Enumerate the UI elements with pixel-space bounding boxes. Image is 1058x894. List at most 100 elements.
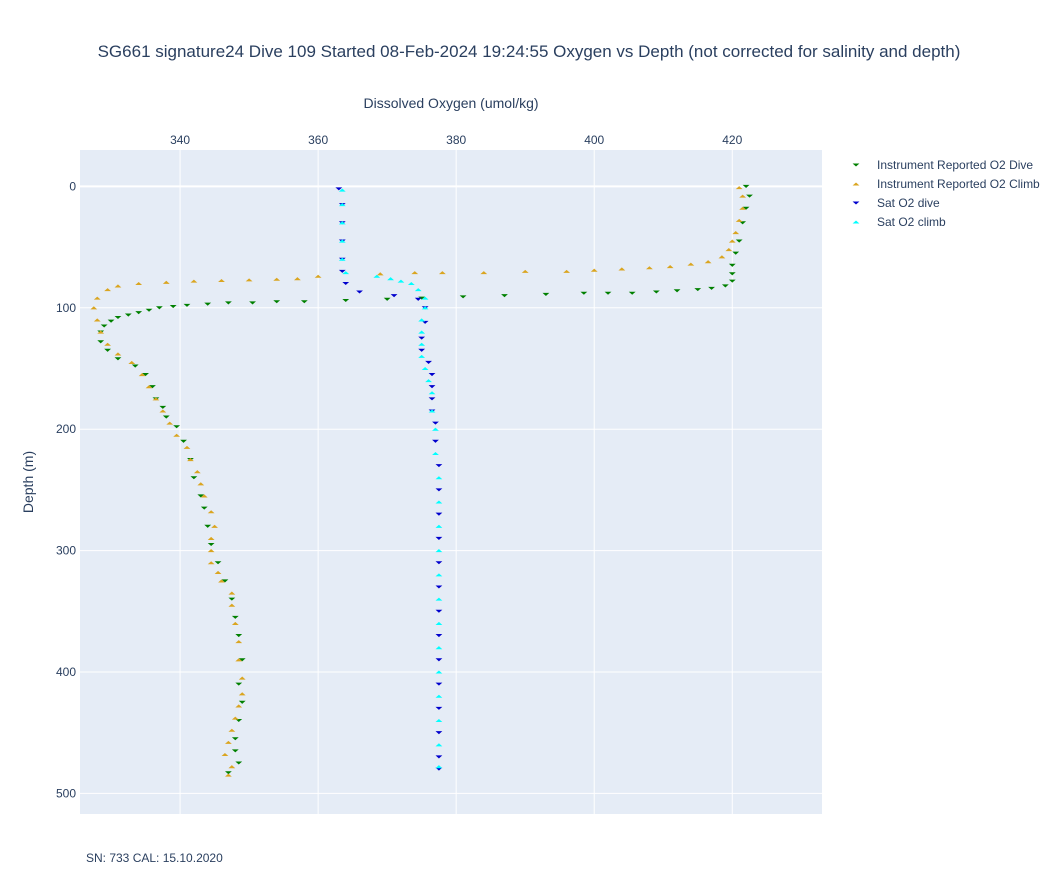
data-point	[480, 271, 488, 275]
data-point	[273, 300, 281, 304]
data-point	[435, 694, 443, 698]
data-point	[131, 364, 139, 368]
data-point	[435, 597, 443, 601]
data-point	[231, 737, 239, 741]
data-point	[718, 255, 726, 259]
data-point	[342, 271, 350, 275]
data-point	[542, 292, 550, 296]
data-point	[628, 291, 636, 295]
data-point	[238, 658, 246, 662]
data-point	[166, 421, 174, 425]
data-point	[142, 373, 149, 377]
data-point	[604, 291, 612, 295]
data-point	[225, 773, 232, 777]
data-point	[162, 280, 170, 284]
data-point	[421, 320, 429, 324]
data-point	[704, 260, 712, 264]
data-point	[418, 348, 426, 352]
data-point	[207, 542, 215, 547]
data-point	[231, 621, 239, 625]
data-point	[114, 284, 122, 288]
data-point	[435, 765, 443, 769]
legend-label[interactable]: Sat O2 climb	[877, 215, 946, 229]
data-point	[221, 579, 229, 583]
data-point	[414, 297, 422, 301]
data-point	[428, 373, 436, 377]
data-point	[418, 296, 426, 300]
data-point	[418, 354, 426, 358]
data-point	[501, 294, 508, 298]
data-point	[435, 743, 443, 747]
data-point	[735, 218, 743, 222]
series-0	[97, 184, 753, 775]
data-point	[197, 482, 205, 486]
data-point	[435, 536, 443, 540]
y-tick-label: 0	[69, 179, 76, 193]
data-point	[435, 500, 443, 504]
data-point	[228, 591, 236, 595]
series-1	[90, 186, 747, 777]
data-point	[107, 319, 115, 323]
data-point	[739, 221, 747, 225]
data-point	[97, 330, 105, 334]
data-point	[418, 330, 426, 334]
data-point	[459, 295, 467, 299]
legend[interactable]: Instrument Reported O2 Dive Instrument Re…	[852, 158, 1040, 229]
data-point	[235, 761, 243, 765]
data-point	[231, 749, 239, 753]
y-tick-label: 400	[56, 665, 76, 679]
data-point	[214, 561, 222, 565]
data-point	[435, 464, 443, 468]
legend-label[interactable]: Sat O2 dive	[877, 196, 940, 210]
data-point	[735, 239, 743, 243]
data-point	[152, 397, 160, 401]
data-point	[728, 279, 736, 283]
data-point	[225, 740, 232, 744]
data-point	[376, 272, 384, 276]
data-point	[708, 286, 715, 290]
data-point	[207, 549, 215, 553]
data-point	[197, 494, 205, 498]
data-point	[435, 621, 443, 625]
data-point	[728, 239, 736, 243]
chart-title: SG661 signature24 Dive 109 Started 08-Fe…	[98, 42, 961, 61]
data-point	[235, 704, 243, 708]
data-point	[245, 278, 253, 282]
data-point	[207, 561, 215, 565]
data-point	[673, 289, 681, 293]
data-point	[428, 409, 436, 413]
data-point	[135, 311, 143, 315]
data-point	[428, 385, 436, 389]
data-point	[425, 379, 432, 383]
data-point	[114, 315, 122, 320]
data-point	[694, 288, 702, 292]
data-point	[739, 194, 747, 198]
data-point	[746, 194, 753, 198]
data-point	[338, 188, 346, 192]
data-point	[145, 385, 153, 389]
data-point	[169, 305, 177, 309]
data-point	[428, 397, 436, 401]
data-point	[155, 306, 163, 310]
data-point	[238, 692, 246, 696]
data-point	[235, 640, 243, 644]
legend-label[interactable]: Instrument Reported O2 Dive	[877, 158, 1033, 172]
data-point	[563, 269, 571, 273]
data-point	[204, 302, 212, 306]
data-point	[193, 470, 201, 474]
data-point	[204, 524, 212, 528]
data-point	[207, 536, 215, 540]
data-point	[725, 248, 733, 252]
legend-label[interactable]: Instrument Reported O2 Climb	[877, 177, 1040, 191]
data-point	[428, 391, 436, 395]
data-point	[435, 512, 443, 516]
x-tick-label: 400	[584, 133, 604, 147]
data-point	[373, 274, 381, 278]
data-point	[435, 731, 443, 735]
data-point	[228, 597, 236, 601]
y-tick-label: 200	[56, 422, 76, 436]
data-point	[149, 385, 156, 389]
data-point	[200, 494, 208, 498]
footnote: SN: 733 CAL: 15.10.2020	[86, 851, 223, 865]
data-point	[249, 301, 256, 305]
